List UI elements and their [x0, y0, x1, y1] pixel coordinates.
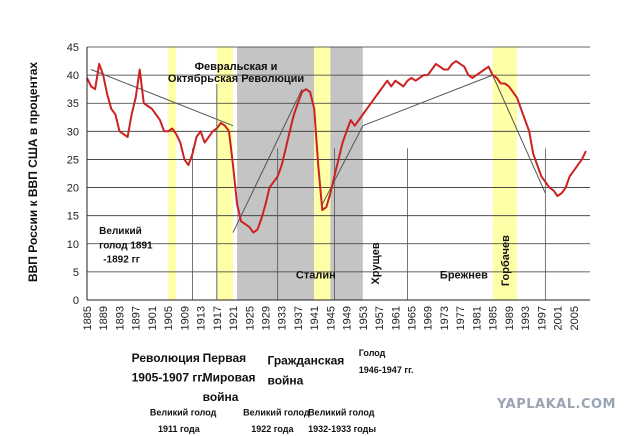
shaded-period-2 [237, 47, 315, 300]
shaded-period-3 [314, 47, 331, 300]
annotation-11: война [268, 373, 304, 387]
y-tick-label-3: 15 [67, 211, 79, 223]
x-tick-label-29: 2001 [553, 306, 565, 330]
shaded-period-5 [492, 47, 517, 300]
annotation-14: Великий голод [150, 407, 217, 417]
shaded-periods [168, 47, 517, 300]
x-tick-label-1: 1889 [98, 306, 110, 330]
annotation-9: война [203, 390, 239, 404]
y-tick-labels: 0 5 10 15 20 25 30 35 40 45 [67, 42, 79, 307]
shaded-period-1 [216, 47, 234, 300]
annotation-18: Великий голод [308, 407, 375, 417]
x-tick-label-13: 1937 [293, 306, 305, 330]
x-tick-label-17: 1953 [358, 306, 370, 330]
x-tick-label-12: 1933 [277, 306, 289, 330]
y-tick-label-5: 25 [67, 154, 79, 166]
annotation-7: Первая [203, 351, 247, 365]
series-line-0 [86, 60, 587, 234]
annotation-4: Брежнев [440, 270, 488, 282]
y-tick-label-7: 35 [67, 98, 79, 110]
y-tick-label-6: 30 [67, 126, 79, 138]
x-tick-label-23: 1977 [455, 306, 467, 330]
x-tick-label-10: 1925 [244, 306, 256, 330]
annotation-17: 1922 года [251, 424, 294, 434]
x-tick-label-30: 2005 [569, 306, 581, 330]
annotation-16: Великий голод [243, 407, 310, 417]
axes [86, 47, 590, 301]
x-tick-label-27: 1993 [520, 306, 532, 330]
x-tick-label-4: 1901 [147, 306, 159, 330]
x-tick-label-19: 1961 [390, 306, 402, 330]
annotation-8: Мировая [203, 371, 256, 385]
x-tick-label-2: 1893 [114, 306, 126, 330]
top-annotation-line-1: Октябрьская Революции [168, 73, 304, 85]
x-tick-label-11: 1929 [260, 306, 272, 330]
x-tick-label-0: 1885 [82, 306, 94, 330]
vertical-annotation-0: Хрущев [370, 242, 382, 284]
x-tick-label-26: 1989 [504, 306, 516, 330]
vertical-annotation-1: Горбачев [500, 235, 512, 286]
annotation-19: 1932-1933 годы [308, 424, 376, 434]
annotation-6: 1905-1907 гг. [132, 371, 205, 385]
x-tick-label-7: 1913 [196, 306, 208, 330]
x-tick-label-8: 1917 [212, 306, 224, 330]
x-tick-label-20: 1965 [407, 306, 419, 330]
y-tick-label-0: 0 [73, 295, 79, 307]
watermark: YAPLAKAL.COM [497, 397, 616, 412]
x-tick-label-24: 1981 [471, 306, 483, 330]
x-tick-label-25: 1985 [488, 306, 500, 330]
trend-line-4 [492, 74, 546, 194]
x-tick-label-6: 1909 [179, 306, 191, 330]
y-axis-label: ВВП России к ВВП США в процентах [26, 62, 40, 282]
trend-lines [90, 69, 546, 233]
y-tick-label-1: 5 [73, 267, 79, 279]
y-tick-label-2: 10 [67, 239, 79, 251]
annotation-1: голод 1891 [99, 240, 153, 251]
top-annotation-line-0: Февральская и [195, 61, 278, 73]
annotation-3: Сталин [296, 270, 336, 282]
x-tick-label-14: 1941 [309, 306, 321, 330]
x-tick-label-18: 1957 [374, 306, 386, 330]
x-tick-labels: 1885 1889 1893 1897 1901 1905 1909 1913 1917 1921… [82, 306, 581, 330]
x-tick-label-3: 1897 [131, 306, 143, 330]
annotation-10: Гражданская [268, 354, 345, 368]
annotation-5: Революция [132, 351, 200, 365]
y-tick-label-8: 40 [67, 70, 79, 82]
x-tick-label-15: 1945 [325, 306, 337, 330]
trend-line-1 [232, 88, 303, 233]
annotation-2: -1892 гг [103, 254, 140, 265]
x-tick-label-28: 1997 [536, 306, 548, 330]
annotations: Великий голод 1891 -1892 гг Сталин Брежнев Ре… [99, 226, 512, 434]
y-tick-label-4: 20 [67, 183, 79, 195]
x-tick-label-22: 1973 [439, 306, 451, 330]
trend-line-2 [321, 125, 364, 205]
x-tick-label-9: 1921 [228, 306, 240, 330]
x-tick-label-21: 1969 [423, 306, 435, 330]
annotation-0: Великий [99, 226, 142, 237]
y-tick-label-9: 45 [67, 42, 79, 54]
annotation-15: 1911 года [158, 424, 201, 434]
series-lines [86, 60, 587, 234]
annotation-12: Голод [359, 348, 386, 358]
shaded-period-0 [168, 47, 177, 300]
x-tick-label-5: 1905 [163, 306, 175, 330]
trend-line-3 [362, 74, 493, 127]
trend-line-0 [90, 69, 234, 127]
annotation-13: 1946-1947 гг. [359, 365, 414, 375]
x-tick-label-16: 1949 [342, 306, 354, 330]
